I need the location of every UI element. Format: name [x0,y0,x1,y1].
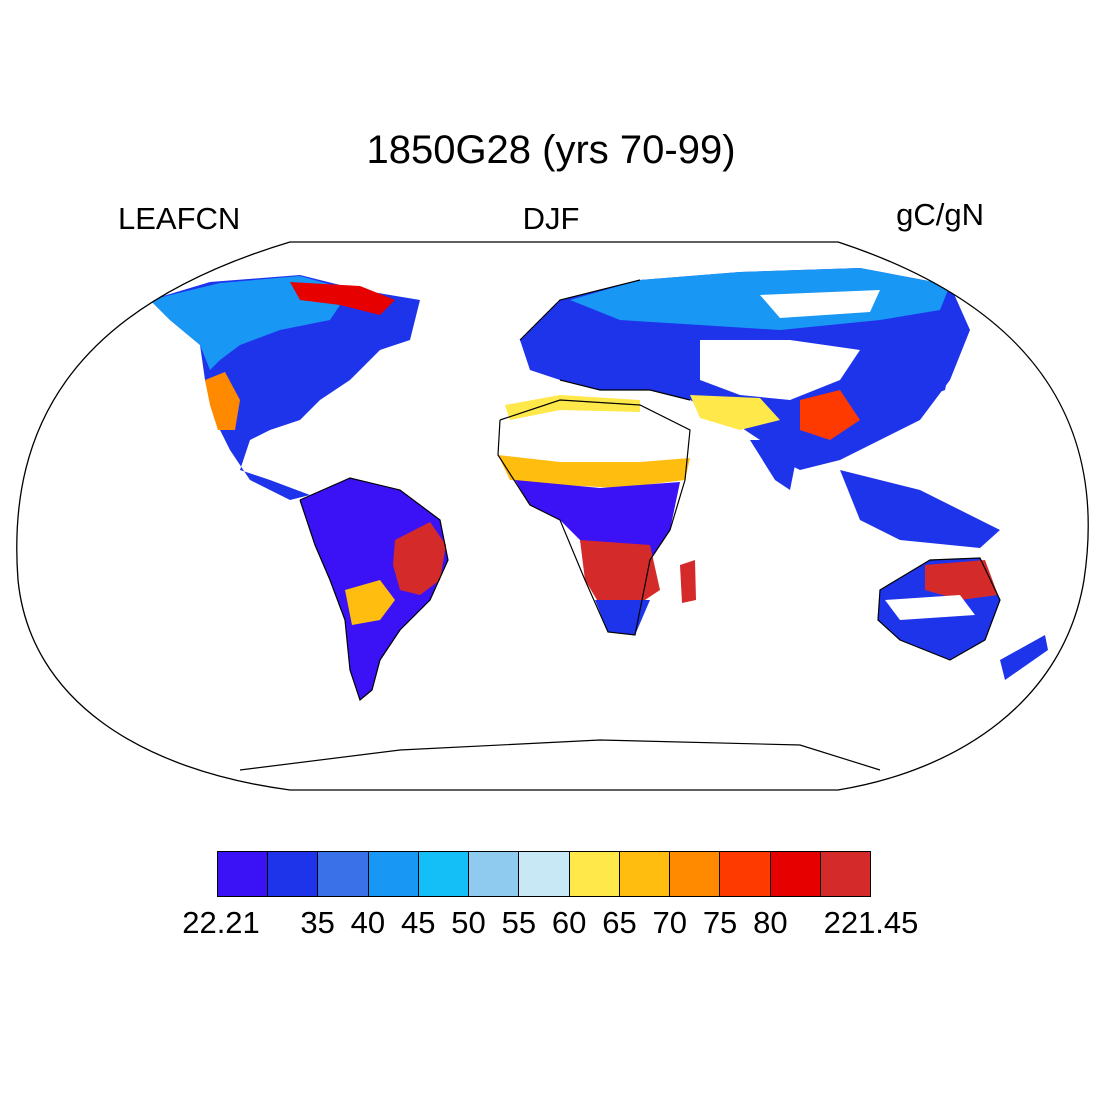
colorbar-tick-label: 65 [602,905,637,940]
madagascar-field [680,560,696,603]
colorbar-bin [720,852,771,896]
season-label: DJF [522,201,580,236]
greenland-white [380,250,520,330]
sahara-white [500,400,690,462]
us-west-warm [205,372,240,430]
colorbar-bin [670,852,721,896]
colorbar-bin [318,852,369,896]
japan-field [930,330,955,395]
central-asia-white [700,340,860,400]
colorbar-bin [218,852,269,896]
colorbar-bin [619,852,671,896]
colorbar-bin [519,852,570,896]
australia-white [885,595,975,620]
colorbar-tick-label: 40 [350,905,386,940]
arctic-warm-field [290,282,395,315]
land-fields [150,250,1048,700]
colorbar-tick-label: 70 [652,905,688,940]
colorbar-bin [368,852,419,896]
map-title: 1850G28 (yrs 70-99) [366,128,736,172]
colorbar-bin [268,852,319,896]
units-label: gC/gN [896,197,984,232]
map-boundary [16,241,1089,791]
colorbar-bin [820,852,871,896]
colorbar-tick-label: 55 [501,905,537,940]
tibet-warm-field [690,395,780,430]
south-africa-field [595,600,650,635]
colorbar-bin [569,852,620,896]
sahel-warm-field [498,455,690,488]
new-zealand-field [1000,635,1048,680]
colorbar [217,851,871,897]
north-africa-warm [505,395,640,420]
siberia-light-field [570,268,950,330]
central-africa-field [515,480,680,560]
india-field [750,440,800,490]
colorbar-tick-label: 22.21 [182,905,260,940]
china-red-field [800,390,860,440]
colorbar-tick-label: 80 [753,905,788,940]
colorbar-bin [469,852,520,896]
se-asia-field [840,470,1000,548]
variable-label: LEAFCN [118,201,241,236]
southern-africa-red [580,540,660,610]
colorbar-tick-label: 35 [300,905,335,940]
australia-red-field [925,560,998,600]
colorbar-tick-label: 60 [551,905,587,940]
colorbar-tick-label: 221.45 [823,905,919,940]
colorbar-tick-label: 50 [451,905,486,940]
colorbar-tick-label: 45 [400,905,436,940]
colorbar-tick-label: 75 [702,905,738,940]
south-america-warm-field [345,580,395,625]
colorbar-bin [770,852,821,896]
coastlines [239,279,1001,771]
siberia-white [760,290,880,318]
colorbar-bin [418,852,470,896]
brazil-red-field [393,522,446,595]
